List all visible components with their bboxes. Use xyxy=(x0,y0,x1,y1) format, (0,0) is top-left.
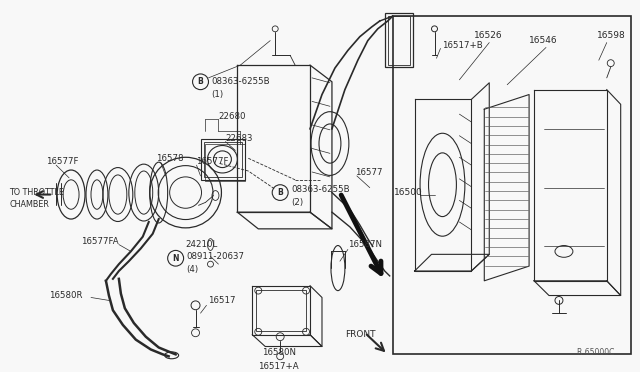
Text: 16517: 16517 xyxy=(209,296,236,305)
Text: TO THROTTLE: TO THROTTLE xyxy=(10,188,64,197)
Text: 16577: 16577 xyxy=(355,169,382,177)
Text: CHAMBER: CHAMBER xyxy=(10,200,49,209)
Circle shape xyxy=(272,185,288,201)
Text: 16580R: 16580R xyxy=(49,291,83,300)
Text: 08363-6255B: 08363-6255B xyxy=(291,185,349,194)
Text: 16577F: 16577F xyxy=(196,157,228,166)
Text: FRONT: FRONT xyxy=(345,330,376,339)
Bar xyxy=(393,16,630,355)
Circle shape xyxy=(193,74,209,90)
Text: 16598: 16598 xyxy=(596,31,625,40)
Text: 16580N: 16580N xyxy=(262,348,296,357)
Bar xyxy=(205,144,245,181)
Text: 16517+B: 16517+B xyxy=(442,41,483,50)
Text: 16517+A: 16517+A xyxy=(259,362,299,371)
Bar xyxy=(256,290,306,331)
Text: 16587N: 16587N xyxy=(348,240,382,249)
Text: 08363-6255B: 08363-6255B xyxy=(211,77,270,86)
Text: N: N xyxy=(172,254,179,263)
Bar xyxy=(388,16,410,65)
Text: 22683: 22683 xyxy=(225,134,253,143)
Text: 08911-20637: 08911-20637 xyxy=(187,252,244,261)
Text: B: B xyxy=(198,77,204,86)
Circle shape xyxy=(168,250,184,266)
Text: 22680: 22680 xyxy=(218,112,246,121)
Text: 16577FA: 16577FA xyxy=(81,237,118,246)
Text: 24210L: 24210L xyxy=(186,240,218,249)
Text: 16546: 16546 xyxy=(529,36,557,45)
Text: (4): (4) xyxy=(187,264,198,273)
Bar xyxy=(204,142,243,177)
Bar xyxy=(385,13,413,67)
Text: (2): (2) xyxy=(291,198,303,207)
Text: R 65000C: R 65000C xyxy=(577,348,614,357)
Text: (1): (1) xyxy=(211,90,223,99)
Bar xyxy=(200,139,245,180)
Text: 16578: 16578 xyxy=(156,154,183,163)
Text: 16500: 16500 xyxy=(394,188,422,197)
Text: 16526: 16526 xyxy=(474,31,503,40)
Text: 16577F: 16577F xyxy=(46,157,79,166)
Text: B: B xyxy=(277,188,283,197)
